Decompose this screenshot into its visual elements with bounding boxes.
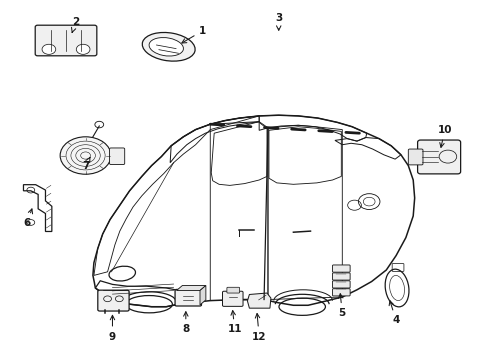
FancyBboxPatch shape (332, 265, 349, 272)
Text: 10: 10 (437, 125, 451, 147)
FancyBboxPatch shape (98, 290, 129, 311)
Polygon shape (200, 285, 205, 305)
Circle shape (60, 137, 111, 174)
FancyBboxPatch shape (175, 289, 201, 306)
Text: 2: 2 (71, 17, 79, 32)
FancyBboxPatch shape (332, 273, 349, 280)
FancyBboxPatch shape (222, 291, 243, 306)
Text: 11: 11 (227, 311, 242, 334)
Text: 5: 5 (338, 294, 345, 318)
Text: 6: 6 (23, 209, 33, 228)
Text: 4: 4 (388, 301, 399, 325)
Text: 3: 3 (275, 13, 282, 30)
FancyBboxPatch shape (35, 25, 97, 56)
FancyBboxPatch shape (407, 149, 422, 165)
Text: 8: 8 (182, 312, 189, 334)
FancyBboxPatch shape (109, 148, 124, 165)
Circle shape (42, 44, 56, 54)
FancyBboxPatch shape (332, 281, 349, 288)
Polygon shape (176, 285, 205, 291)
Text: 12: 12 (251, 314, 266, 342)
Ellipse shape (142, 32, 195, 61)
Ellipse shape (149, 37, 183, 56)
Text: 9: 9 (109, 315, 116, 342)
Polygon shape (247, 293, 270, 308)
Text: 1: 1 (182, 26, 206, 43)
FancyBboxPatch shape (332, 289, 349, 296)
FancyBboxPatch shape (226, 287, 239, 293)
Text: 7: 7 (81, 157, 90, 171)
Circle shape (76, 44, 90, 54)
FancyBboxPatch shape (417, 140, 460, 174)
